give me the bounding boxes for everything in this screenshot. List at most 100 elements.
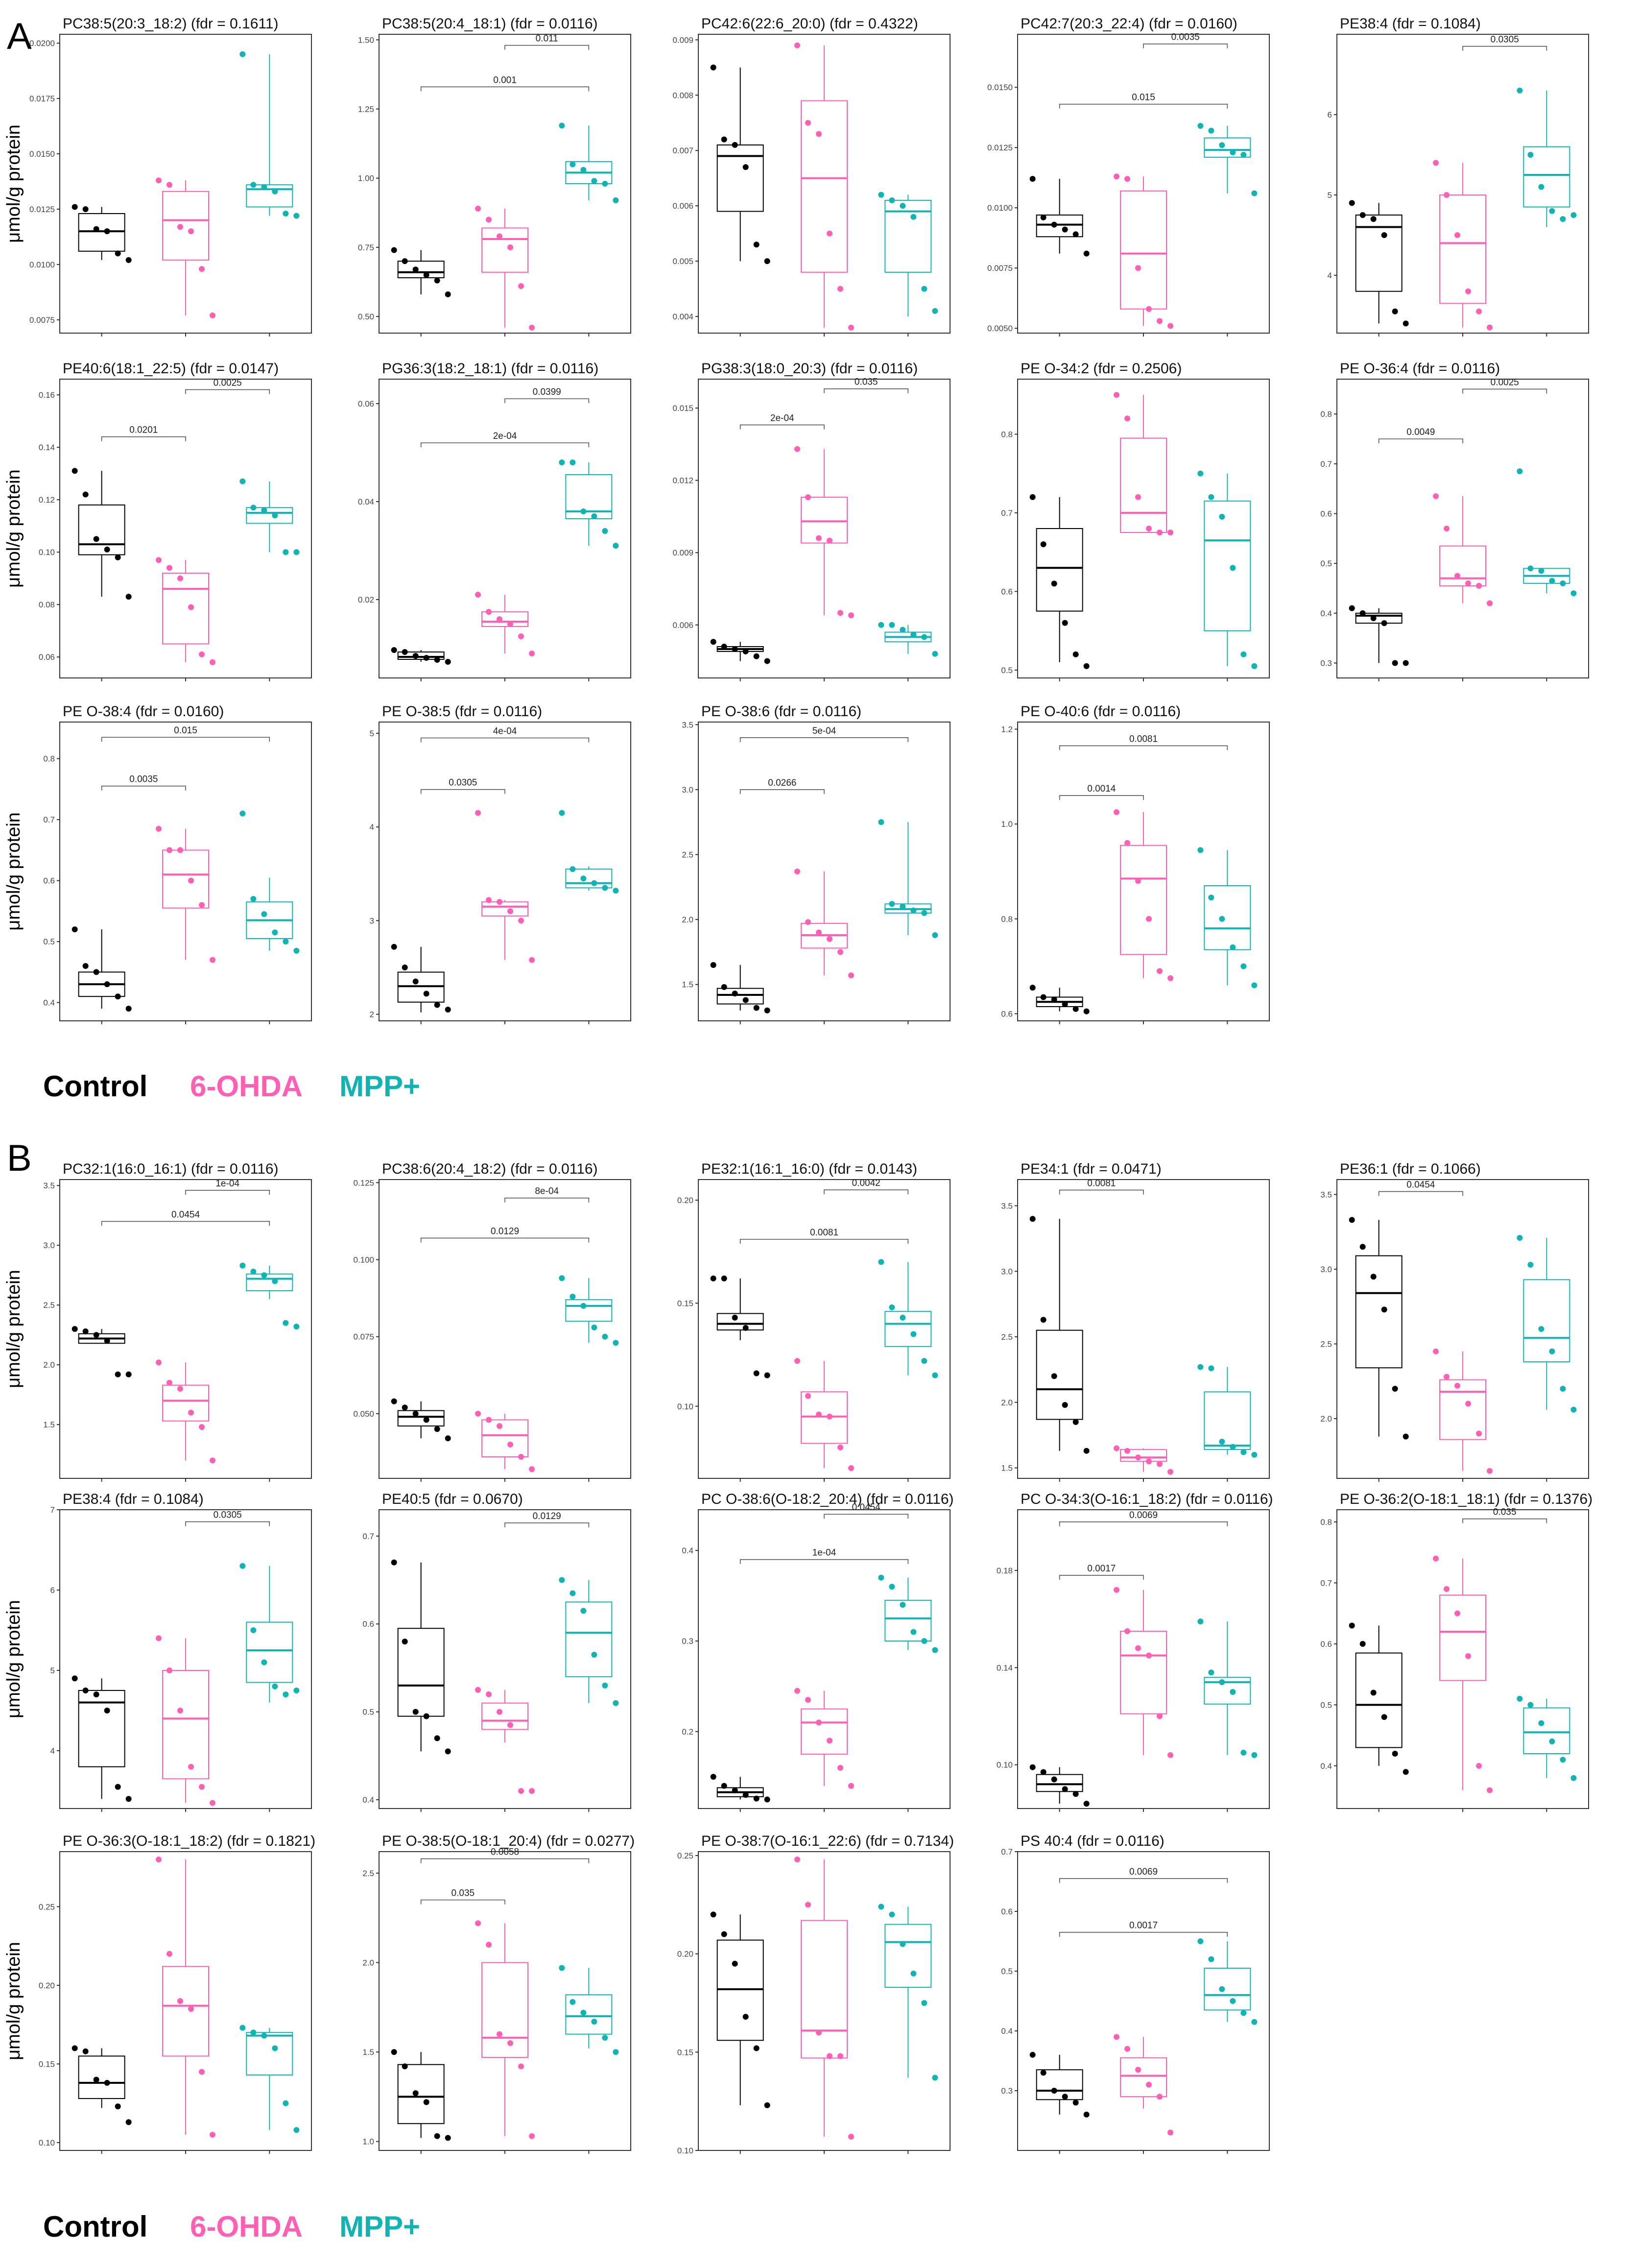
data-point <box>293 213 300 219</box>
data-point <box>910 1970 917 1977</box>
data-point <box>529 324 535 331</box>
data-point <box>125 1371 132 1377</box>
y-tick-label: 0.100 <box>353 1255 374 1265</box>
chart-panel: PC42:6(22:6_20:0) (fdr = 0.4322) 0.004 0.0… <box>672 16 951 337</box>
data-point <box>932 2075 938 2081</box>
data-point <box>889 197 895 203</box>
data-point <box>283 1691 289 1698</box>
chart-panel: PE O-38:4 (fdr = 0.0160) μmol/g protein 0.… <box>3 703 312 1024</box>
data-point <box>710 1911 716 1918</box>
data-point <box>1240 651 1247 657</box>
data-point <box>1219 1679 1225 1686</box>
chart-title: PC O-34:3(O-16:1_18:2) (fdr = 0.0116) <box>1021 1491 1273 1507</box>
data-point <box>166 565 172 571</box>
y-tick-label: 6 <box>1328 110 1332 120</box>
data-point <box>559 1577 565 1583</box>
box-ohda <box>1120 2057 1167 2098</box>
data-point <box>1381 620 1387 627</box>
data-point <box>1157 2094 1163 2100</box>
y-tick-label: 0.0050 <box>987 324 1013 333</box>
data-point <box>1560 1757 1566 1763</box>
data-point <box>910 1629 917 1635</box>
y-tick-label: 0.0125 <box>987 143 1013 152</box>
data-point <box>166 182 172 188</box>
data-point <box>1527 1261 1534 1268</box>
y-tick-label: 2.0 <box>362 1958 374 1967</box>
data-point <box>497 2031 502 2037</box>
data-point <box>497 616 502 622</box>
chart-panel: PC42:7(20:3_22:4) (fdr = 0.0160) 0.0050 0.… <box>987 16 1270 337</box>
data-point <box>816 2029 822 2036</box>
data-point <box>1240 151 1247 158</box>
data-point <box>900 203 906 209</box>
significance-bracket <box>420 1899 505 1905</box>
data-point <box>921 1358 928 1364</box>
significance-bracket <box>420 789 505 794</box>
data-point <box>1208 1365 1214 1372</box>
data-point <box>210 312 215 318</box>
data-point <box>166 1667 172 1673</box>
chart-panel: PC38:6(20:4_18:2) (fdr = 0.0116) 0.050 0.0… <box>353 1161 631 1482</box>
data-point <box>1040 1769 1046 1775</box>
data-point <box>1549 1738 1555 1745</box>
data-point <box>497 233 502 240</box>
data-point <box>1251 663 1258 669</box>
box-ohda <box>801 1391 848 1444</box>
y-tick-label: 3.0 <box>43 1241 55 1250</box>
data-point <box>1560 216 1566 222</box>
data-point <box>1476 582 1482 589</box>
data-point <box>1072 651 1079 657</box>
chart-title: PC38:5(20:3_18:2) (fdr = 0.1611) <box>63 16 279 32</box>
data-point <box>1240 1749 1247 1756</box>
p-value-label: 0.0058 <box>491 1847 519 1858</box>
significance-bracket <box>1059 1931 1228 1937</box>
data-point <box>742 1325 749 1331</box>
data-point <box>445 291 451 297</box>
y-tick-label: 0.7 <box>1320 459 1332 469</box>
data-point <box>156 557 162 563</box>
data-point <box>188 1763 194 1770</box>
data-point <box>721 984 727 990</box>
data-point <box>1083 1008 1090 1014</box>
data-point <box>602 1682 608 1689</box>
data-point <box>1083 1448 1090 1454</box>
data-point <box>1219 916 1225 922</box>
box-control <box>397 2064 445 2124</box>
y-tick-label: 5 <box>1328 191 1332 200</box>
p-value-label: 8e-04 <box>535 1186 559 1197</box>
data-point <box>1051 2088 1057 2094</box>
data-point <box>570 459 576 465</box>
data-point <box>518 2063 524 2070</box>
y-tick-label: 0.8 <box>1320 410 1332 419</box>
data-point <box>1029 1764 1036 1770</box>
data-point <box>475 205 481 212</box>
data-point <box>1527 565 1534 572</box>
data-point <box>486 1941 492 1948</box>
data-point <box>71 926 78 933</box>
data-point <box>1487 600 1493 606</box>
data-point <box>602 528 608 534</box>
y-tick-label: 0.125 <box>353 1178 374 1187</box>
data-point <box>1251 2019 1258 2025</box>
data-point <box>591 513 597 519</box>
significance-bracket <box>101 737 270 742</box>
data-point <box>1062 2094 1068 2100</box>
data-point <box>402 1404 408 1411</box>
data-point <box>1487 1787 1493 1793</box>
data-point <box>1444 526 1450 531</box>
chart-title: PE O-36:4 (fdr = 0.0116) <box>1340 361 1500 377</box>
p-value-label: 5e-04 <box>812 726 836 736</box>
data-point <box>816 1719 822 1726</box>
chart-panel: PE40:6(18:1_22:5) (fdr = 0.0147) μmol/g p… <box>3 361 312 681</box>
chart-panel: PG38:3(18:0_20:3) (fdr = 0.0116) 0.006 0.0… <box>672 361 951 681</box>
data-point <box>1146 306 1152 312</box>
data-point <box>1114 392 1119 398</box>
data-point <box>272 512 278 519</box>
data-point <box>1517 87 1523 94</box>
box-mpp <box>565 869 613 889</box>
data-point <box>93 969 99 975</box>
data-point <box>1549 208 1555 214</box>
data-point <box>1454 232 1460 238</box>
data-point <box>559 810 565 816</box>
box-ohda <box>1120 190 1167 310</box>
